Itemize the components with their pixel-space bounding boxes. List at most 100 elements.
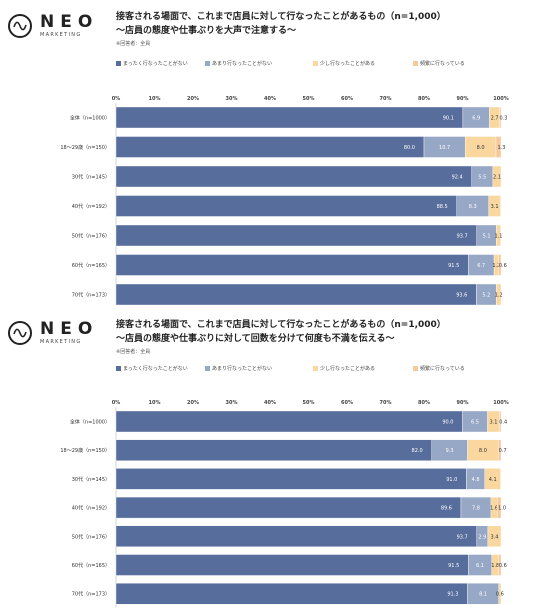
bar-segment (487, 525, 502, 548)
legend-swatch (313, 366, 318, 371)
bar-segment (115, 554, 469, 576)
bar-segment (115, 496, 462, 519)
legend-label: 頻繁に行なっている (420, 61, 465, 67)
data-label: 8.0 (479, 448, 487, 454)
data-label: 0.7 (499, 448, 507, 454)
legend-item-frequently: 頻繁に行なっている (413, 60, 465, 67)
bar-segment (498, 583, 502, 605)
data-label: 7.8 (472, 506, 480, 512)
data-label: 93.7 (457, 234, 468, 240)
data-label: 1.1 (495, 234, 503, 240)
data-label: 0.3 (499, 116, 507, 122)
data-label: 6.7 (477, 263, 485, 269)
data-label: 5.5 (478, 175, 486, 181)
data-label: 5.2 (482, 293, 490, 299)
bar-segment (492, 165, 502, 188)
data-label: 91.5 (448, 563, 459, 569)
logo-wave-icon (8, 321, 32, 345)
x-tick-label: 70% (380, 96, 392, 102)
bar-segment (496, 496, 502, 519)
category-label: 60代（n=165） (72, 562, 110, 569)
category-label: 60代（n=165） (72, 262, 110, 269)
legend-label: まったく行なったことがない (123, 61, 188, 67)
data-label: 0.6 (499, 563, 507, 569)
data-label: 82.0 (412, 448, 423, 454)
bar-segment (498, 439, 502, 461)
data-label: 93.7 (457, 534, 468, 540)
data-label: 1.0 (498, 506, 506, 512)
category-label: 70代（n=173） (72, 292, 110, 299)
category-label: 50代（n=176） (72, 533, 110, 540)
category-label: 全体（n=1000） (70, 115, 110, 122)
data-label: 6.5 (471, 420, 479, 426)
neo-marketing-logo: NEO MARKETING (8, 321, 98, 345)
data-label: 10.7 (439, 145, 450, 151)
bar-segment (115, 583, 468, 605)
data-label: 0.6 (496, 592, 504, 598)
legend-swatch (413, 61, 418, 66)
data-label: 2.1 (493, 175, 501, 181)
legend-item-never: まったく行なったことがない (116, 365, 188, 372)
data-label: 4.1 (489, 477, 497, 483)
category-label: 40代（n=192） (72, 203, 110, 210)
bar-segment (115, 439, 432, 461)
data-label: 93.6 (456, 293, 467, 299)
bar-segment (499, 106, 502, 129)
x-tick-label: 60% (341, 96, 353, 102)
x-tick-label: 0% (112, 96, 121, 102)
logo-subtitle: MARKETING (40, 32, 82, 38)
bar-segment (499, 410, 502, 433)
category-label: 30代（n=145） (72, 476, 110, 483)
x-tick-label: 30% (226, 400, 238, 406)
bar-segment (484, 468, 501, 490)
chart-title-line-1: 接客される場面で、これまで店員に対して行なったことがあるもの（n=1,000） (116, 12, 446, 22)
x-tick-label: 100% (493, 400, 508, 406)
bar-segment (496, 283, 502, 305)
bar-segment (115, 410, 463, 433)
bar-segment (115, 468, 467, 490)
category-label: 18～29歳（n=150） (60, 144, 110, 151)
data-label: 1.2 (492, 263, 500, 269)
bar-segment (115, 525, 477, 548)
category-label: 50代（n=176） (72, 233, 110, 240)
bar-segment (498, 254, 502, 276)
x-tick-label: 0% (112, 400, 121, 406)
stacked-bar-chart: 0% 10% 20% 30% 40% 50% 60% 70% 80% 90% 100% 全体（n=10… (60, 96, 509, 305)
data-label: 2.9 (478, 534, 486, 540)
data-label: 6.9 (472, 116, 480, 122)
chart-title: 接客される場面で、これまで店員に対して行なったことがあるもの（n=1,000） … (116, 318, 446, 346)
logo-wave-icon (8, 14, 32, 38)
data-label: 0.4 (499, 420, 507, 426)
data-label: 91.0 (446, 477, 457, 483)
data-label: 1.2 (495, 293, 503, 299)
bar-segment (488, 195, 501, 217)
bar-segment (496, 224, 501, 247)
category-label: 18～29歳（n=150） (60, 447, 110, 454)
logo-brand: NEO (40, 12, 99, 32)
logo-brand: NEO (40, 319, 99, 339)
chart-title-line-2: ～店員の態度や仕事ぶりを大声で注意する～ (116, 26, 297, 36)
bar-segment (498, 554, 502, 576)
respondent-note: ※回答者：全員 (116, 349, 151, 355)
x-tick-label: 80% (418, 400, 430, 406)
data-label: 91.3 (447, 592, 458, 598)
legend-label: 少し行なったことがある (320, 366, 376, 372)
data-label: 8.1 (479, 592, 487, 598)
data-label: 2.7 (491, 116, 499, 122)
x-tick-label: 40% (264, 400, 276, 406)
data-label: 89.6 (441, 506, 452, 512)
chart-panel-1: NEO MARKETING 接客される場面で、これまで店員に対して行なったことが… (0, 0, 536, 305)
data-label: 3.1 (491, 204, 499, 210)
x-tick-label: 90% (457, 96, 469, 102)
bar-segment (115, 254, 469, 276)
data-label: 8.3 (469, 204, 477, 210)
legend-label: 少し行なったことがある (320, 61, 376, 67)
category-label: 全体（n=1000） (70, 419, 110, 426)
x-tick-label: 20% (187, 400, 199, 406)
bar-segment (115, 136, 425, 158)
data-label: 90.1 (443, 116, 454, 122)
data-label: 91.5 (448, 263, 459, 269)
x-tick-label: 30% (226, 96, 238, 102)
chart-title-line-2: ～店員の態度や仕事ぶりに対して回数を分けて何度も不満を伝える～ (116, 334, 395, 344)
x-tick-label: 70% (380, 400, 392, 406)
